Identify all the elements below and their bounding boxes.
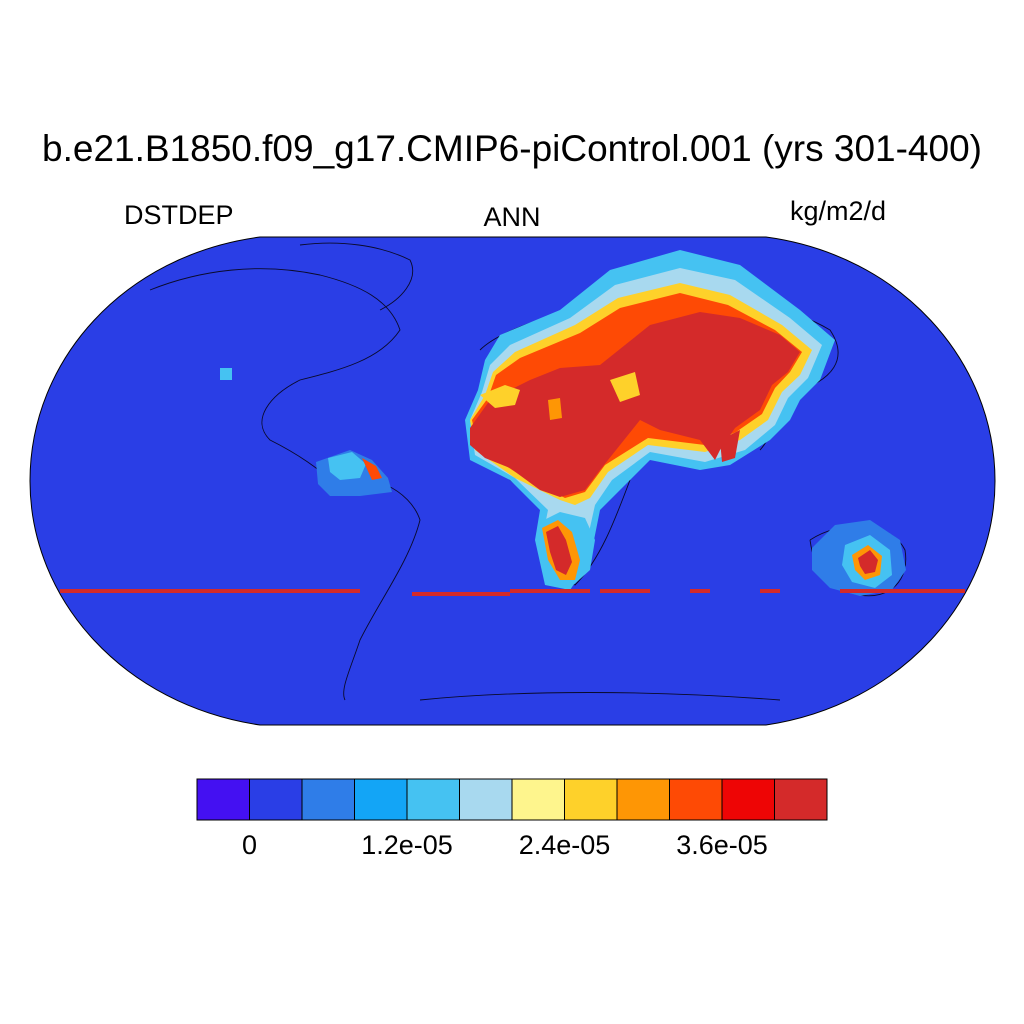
colorbar-tick-label: 2.4e-05 bbox=[518, 830, 611, 860]
units-label: kg/m2/d bbox=[790, 196, 887, 226]
colorbar-box bbox=[354, 778, 408, 821]
colorbar-box bbox=[774, 778, 828, 821]
variable-label: DSTDEP bbox=[124, 200, 234, 230]
colorbar-tick-label: 0 bbox=[241, 830, 258, 860]
colorbar-box bbox=[511, 778, 565, 821]
colorbar-box bbox=[616, 778, 670, 821]
colorbar-box bbox=[249, 778, 303, 821]
colorbar-tick-label: 1.2e-05 bbox=[361, 830, 453, 860]
plot-title: b.e21.B1850.f09_g17.CMIP6-piControl.001 … bbox=[42, 128, 982, 169]
colorbar-box bbox=[301, 778, 355, 821]
colorbar-box bbox=[721, 778, 775, 821]
map-fields bbox=[60, 242, 965, 701]
colorbar-box bbox=[669, 778, 723, 821]
season-label: ANN bbox=[483, 202, 541, 232]
colorbar-box bbox=[459, 778, 513, 821]
colorbar bbox=[196, 778, 828, 821]
region-sahara-asia-core bbox=[470, 312, 800, 497]
colorbar-box bbox=[196, 778, 250, 821]
colorbar-tick-label: 3.6e-05 bbox=[676, 830, 768, 860]
colorbar-box bbox=[406, 778, 460, 821]
colorbar-box bbox=[564, 778, 618, 821]
